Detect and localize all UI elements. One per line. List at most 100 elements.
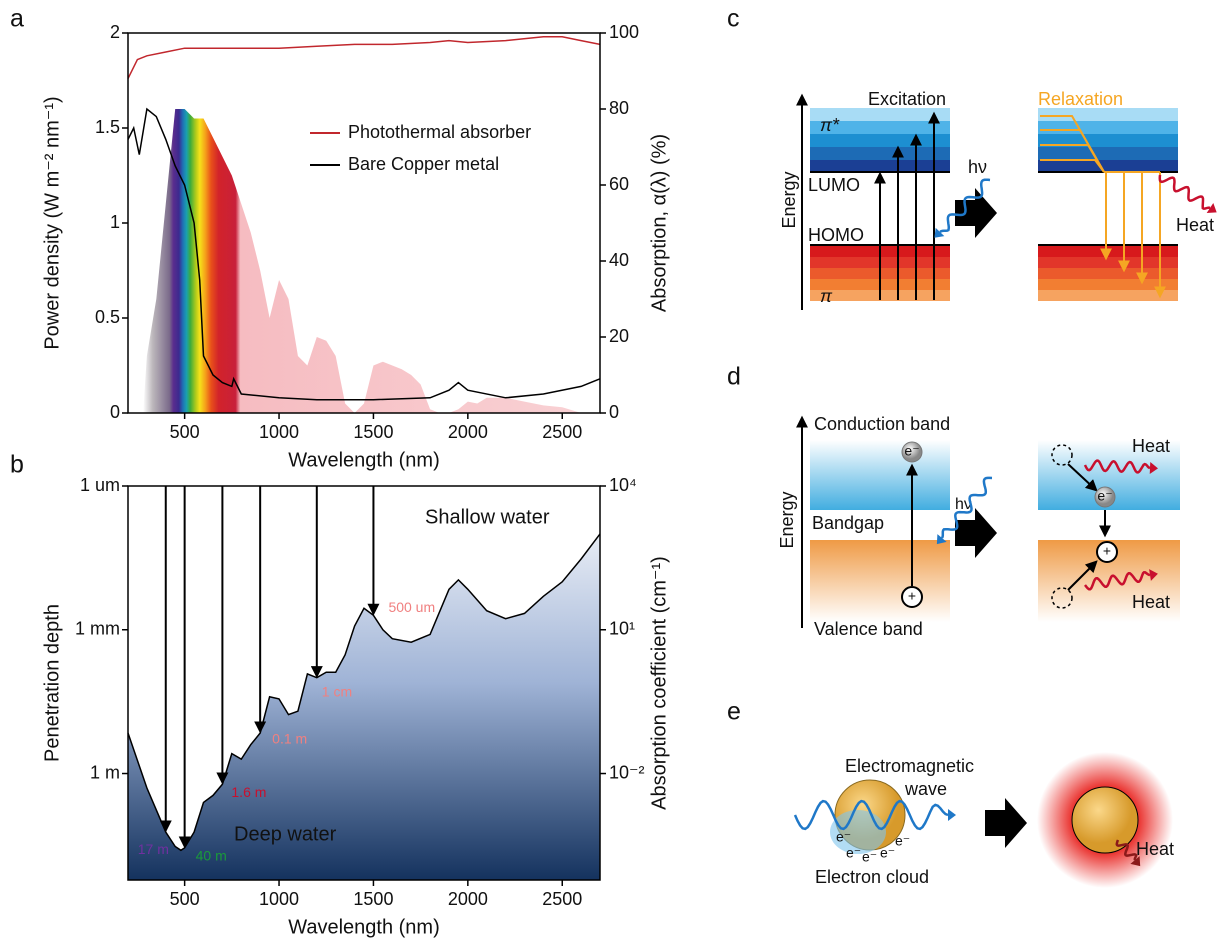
y-tick-label: 1 xyxy=(110,212,120,232)
y-tick-label: 2 xyxy=(110,22,120,42)
wave-label: wave xyxy=(904,779,947,799)
photon-label: hν xyxy=(955,496,972,513)
panel-labels: a b c d e xyxy=(10,5,741,726)
annotation-label: 1 cm xyxy=(322,683,352,699)
heat-label: Heat xyxy=(1132,592,1170,612)
excitation-label: Excitation xyxy=(868,89,946,109)
wave-arrow xyxy=(1084,571,1151,591)
wave-arrow xyxy=(793,799,949,831)
level-label: LUMO xyxy=(808,175,860,195)
big-arrow xyxy=(955,188,997,238)
y-tick-label: 0.5 xyxy=(95,307,120,327)
y-tick-label: 1 m xyxy=(90,762,120,782)
y-tick-label: 0 xyxy=(110,402,120,422)
x-axis-label: Wavelength (nm) xyxy=(288,449,440,471)
y2-tick-label: 10¹ xyxy=(609,619,635,639)
excitation-arrows xyxy=(874,111,940,300)
wave-arrowhead xyxy=(948,809,956,821)
level-label: π xyxy=(820,286,833,306)
x-tick-label: 2000 xyxy=(448,422,488,442)
x-tick-label: 500 xyxy=(170,889,200,909)
panel-label: a xyxy=(10,5,24,33)
energy-levels xyxy=(1037,107,1179,302)
diagram-e: Electromagnetic wave e⁻ e⁻ e⁻ e⁻ e⁻ Elec… xyxy=(815,752,1174,888)
line xyxy=(127,107,601,401)
wave-arrowhead xyxy=(1149,462,1158,474)
x-tick-label: 1000 xyxy=(259,422,299,442)
electron-label: e⁻ xyxy=(862,849,877,865)
energy-label: Energy xyxy=(777,491,797,548)
wave-arrowhead xyxy=(1130,856,1141,867)
energy-label: Energy xyxy=(779,171,799,228)
solar-spectrum xyxy=(143,109,582,413)
panel-label: b xyxy=(10,451,24,479)
band-label: Valence band xyxy=(814,619,923,639)
wave-arrowhead xyxy=(934,227,945,238)
wave-arrow xyxy=(939,178,991,234)
hole xyxy=(901,586,923,608)
wave-arrowhead xyxy=(1149,569,1158,581)
big-arrow xyxy=(985,798,1027,848)
electron xyxy=(901,441,923,463)
wave-arrow xyxy=(1115,839,1138,861)
relaxation-arrows xyxy=(1100,172,1166,299)
x-tick-label: 1000 xyxy=(259,889,299,909)
y2-tick-label: 10⁴ xyxy=(609,475,637,495)
x-tick-label: 2500 xyxy=(542,422,582,442)
diagram-d: Energy Conduction band Bandgap Valence b… xyxy=(777,414,1180,639)
annotation-label: 500 um xyxy=(388,599,435,615)
annotation-label: 40 m xyxy=(196,848,227,864)
y2-axis-label: Absorption, α(λ) (%) xyxy=(648,134,670,312)
panel-label: e xyxy=(727,698,741,726)
relaxation-label: Relaxation xyxy=(1038,89,1123,109)
x-axis-label: Wavelength (nm) xyxy=(288,916,440,938)
big-arrow xyxy=(955,508,997,558)
legend-label: Bare Copper metal xyxy=(348,154,499,174)
electron-label: e⁻ xyxy=(880,845,895,861)
y2-tick-label: 60 xyxy=(609,174,629,194)
diagram-c: Energy Excitation Relaxation π* LUMO HOM… xyxy=(779,89,1214,310)
x-tick-label: 500 xyxy=(170,422,200,442)
level-label: HOMO xyxy=(808,225,864,245)
x-tick-label: 2000 xyxy=(448,889,488,909)
panel-label: c xyxy=(727,5,740,33)
annotation-label: 17 m xyxy=(138,841,169,857)
electron-label: e⁻ xyxy=(1097,488,1112,504)
photon-label: hν xyxy=(968,157,987,177)
annotation-label: 0.1 m xyxy=(272,731,307,747)
y-tick-label: 1 mm xyxy=(75,619,120,639)
y2-tick-label: 100 xyxy=(609,22,639,42)
heat-label: Heat xyxy=(1136,839,1174,859)
x-tick-label: 1500 xyxy=(353,889,393,909)
depth-area xyxy=(128,533,600,880)
plot-frame xyxy=(127,485,601,881)
annotation-label: 1.6 m xyxy=(231,784,266,800)
cloud-label: Electron cloud xyxy=(815,867,929,887)
wave-arrow xyxy=(1083,459,1151,474)
y-tick-label: 1.5 xyxy=(95,117,120,137)
wave-arrow xyxy=(940,476,993,539)
hole-label: + xyxy=(1103,543,1111,559)
electron-label: e⁻ xyxy=(904,443,919,459)
wave-label: Electromagnetic xyxy=(845,756,974,776)
x-tick-label: 1500 xyxy=(353,422,393,442)
band-label: Bandgap xyxy=(812,513,884,533)
x-tick-label: 2500 xyxy=(542,889,582,909)
level-label: π* xyxy=(820,115,840,135)
region-label: Deep water xyxy=(234,823,337,845)
y-tick-label: 1 um xyxy=(80,475,120,495)
relaxation-steps xyxy=(1040,115,1160,173)
y2-tick-label: 10⁻² xyxy=(609,762,645,782)
heat-label: Heat xyxy=(1132,436,1170,456)
y2-tick-label: 0 xyxy=(609,402,619,422)
wave-arrowhead xyxy=(936,534,947,545)
panel-label: d xyxy=(727,363,741,391)
electron-label: e⁻ xyxy=(836,829,851,845)
hole-label: + xyxy=(908,588,916,604)
wave-arrow xyxy=(1158,174,1211,210)
electron-label: e⁻ xyxy=(895,833,910,849)
legend-label: Photothermal absorber xyxy=(348,122,531,142)
y-axis-label: Penetration depth xyxy=(41,604,63,762)
y2-tick-label: 40 xyxy=(609,250,629,270)
